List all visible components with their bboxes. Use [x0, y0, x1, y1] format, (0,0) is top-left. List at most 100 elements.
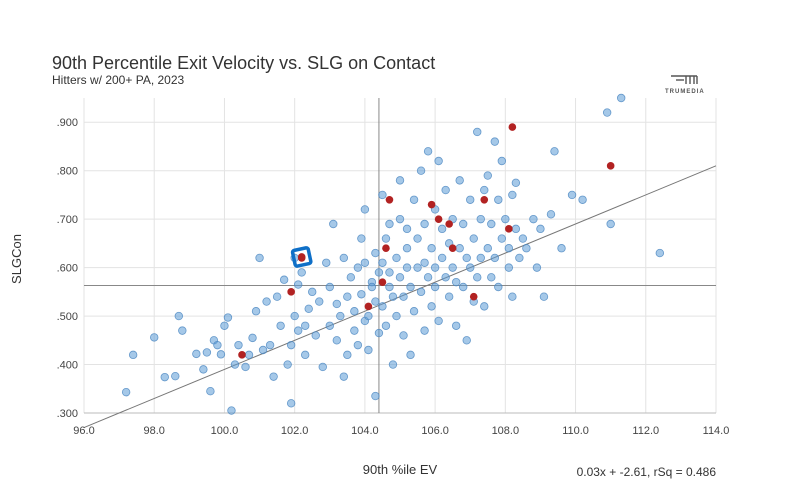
data-point: [444, 292, 454, 301]
data-point: [357, 290, 366, 299]
data-point: [399, 331, 408, 340]
regression-equation: 0.03x + -2.61, rSq = 0.486: [577, 465, 717, 479]
x-tick-label: 108.0: [492, 425, 520, 437]
data-point: [473, 273, 482, 282]
highlighted-point: [469, 292, 478, 301]
data-point: [329, 219, 338, 229]
data-point: [220, 321, 229, 330]
data-point: [248, 333, 257, 343]
data-point: [174, 311, 183, 321]
data-point: [353, 263, 363, 272]
data-point: [395, 214, 405, 224]
data-point: [241, 362, 250, 372]
data-point: [199, 365, 208, 374]
data-point: [364, 345, 373, 355]
data-point: [367, 282, 377, 292]
data-point: [160, 372, 169, 382]
data-point: [290, 311, 299, 321]
data-point: [402, 263, 412, 272]
data-point: [223, 313, 233, 322]
highlighted-point: [385, 195, 394, 204]
data-point: [413, 234, 422, 243]
data-point: [378, 190, 387, 200]
data-point: [434, 316, 443, 326]
data-point: [536, 224, 545, 234]
reference-lines: [84, 98, 716, 413]
x-tick-label: 106.0: [421, 425, 449, 437]
data-point: [483, 171, 492, 180]
data-point: [227, 406, 236, 415]
x-tick-label: 114.0: [703, 425, 730, 437]
data-point: [504, 263, 514, 272]
data-point: [202, 348, 212, 357]
data-point: [487, 273, 496, 282]
data-point: [494, 282, 503, 292]
data-point: [357, 234, 366, 243]
data-point: [216, 350, 226, 359]
x-tick-label: 100.0: [211, 425, 239, 437]
data-point: [336, 311, 345, 321]
data-point: [459, 219, 468, 229]
data-point: [473, 127, 482, 137]
data-point: [480, 302, 489, 311]
data-point: [416, 166, 426, 175]
data-point: [350, 326, 359, 335]
data-point: [353, 340, 363, 350]
data-point: [371, 297, 380, 306]
data-points: [121, 93, 665, 415]
data-point: [487, 219, 496, 229]
data-point: [374, 328, 384, 338]
data-point: [360, 205, 370, 214]
trumedia-logo: TRUMEDIA: [665, 75, 704, 95]
data-point: [511, 224, 521, 234]
data-point: [378, 302, 387, 311]
data-point: [343, 292, 352, 301]
x-tick-label: 98.0: [144, 425, 165, 437]
data-point: [371, 248, 380, 258]
data-point: [343, 350, 352, 360]
data-point: [332, 299, 341, 309]
data-point: [128, 350, 138, 360]
data-point: [293, 280, 303, 289]
data-point: [455, 244, 464, 253]
x-axis-ticks: 96.0 98.0 100.0 102.0 104.0 106.0 108.0 110.0 11…: [73, 425, 729, 437]
data-point: [416, 287, 426, 297]
data-point: [121, 387, 131, 397]
data-point: [293, 326, 303, 335]
data-point: [311, 331, 320, 340]
data-point: [508, 190, 517, 200]
highlighted-point: [382, 244, 390, 253]
data-point: [388, 292, 398, 301]
data-point: [476, 253, 485, 263]
data-point: [402, 224, 412, 234]
data-point: [385, 268, 394, 277]
y-tick-label: .700: [57, 214, 78, 226]
data-point: [466, 263, 475, 272]
data-point: [508, 292, 517, 301]
data-point: [346, 273, 356, 282]
data-point: [192, 349, 201, 359]
highlighted-point: [287, 288, 295, 296]
data-point: [423, 147, 433, 156]
chart-title: 90th Percentile Exit Velocity vs. SLG on…: [52, 53, 435, 73]
data-point: [606, 219, 615, 229]
selected-marker-group: [290, 246, 313, 268]
highlighted-point: [606, 162, 615, 170]
data-point: [178, 326, 187, 335]
highlighted-point: [445, 220, 453, 228]
data-point: [315, 297, 324, 306]
highlighted-point: [238, 351, 246, 359]
data-point: [339, 372, 349, 381]
data-point: [244, 350, 254, 360]
data-point: [388, 360, 398, 369]
x-tick-label: 110.0: [562, 425, 589, 437]
data-point: [546, 210, 556, 219]
data-point: [364, 311, 373, 321]
data-point: [655, 248, 665, 258]
data-point: [251, 307, 261, 316]
data-point: [413, 263, 422, 272]
data-point: [466, 195, 475, 204]
data-point: [318, 362, 327, 372]
data-point: [504, 244, 514, 253]
